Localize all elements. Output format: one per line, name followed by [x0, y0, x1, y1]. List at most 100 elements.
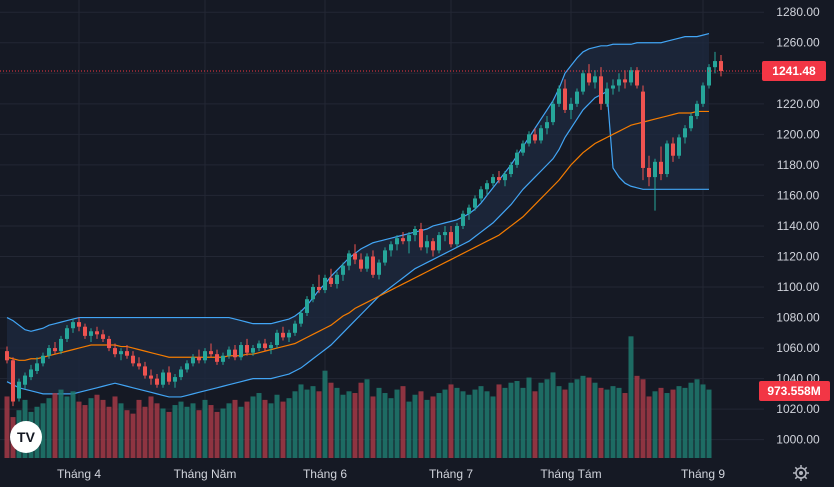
candle-body	[449, 232, 453, 245]
candlesticks	[5, 51, 723, 407]
volume-bar	[274, 394, 280, 458]
candle-body	[641, 91, 645, 168]
candle-body	[125, 351, 129, 356]
volume-bar	[694, 379, 700, 458]
volume-bar	[688, 382, 694, 458]
volume-bar	[280, 401, 286, 458]
volume-bar	[262, 399, 268, 458]
candle-body	[689, 116, 693, 129]
candle-body	[713, 61, 717, 68]
candle-body	[281, 332, 285, 338]
volume-bar	[550, 372, 556, 458]
volume-bar	[418, 391, 424, 458]
candle-body	[341, 265, 345, 275]
gear-icon[interactable]	[793, 465, 809, 481]
volume-bar	[454, 387, 460, 458]
volume-bar	[40, 403, 46, 458]
candle-body	[71, 322, 75, 329]
candle-body	[491, 177, 495, 184]
volume-bar	[106, 406, 112, 458]
x-tick-label: Tháng Năm	[174, 467, 237, 481]
candle-body	[707, 67, 711, 86]
candle-body	[629, 70, 633, 83]
candle-body	[365, 256, 369, 269]
candle-body	[53, 348, 57, 352]
volume-bar	[88, 398, 94, 458]
candle-body	[605, 88, 609, 104]
candle-body	[17, 381, 21, 399]
volume-bar	[244, 401, 250, 458]
candle-body	[299, 312, 303, 324]
candle-body	[227, 349, 231, 356]
volume-bar	[580, 375, 586, 458]
volume-bar	[586, 377, 592, 458]
volume-bar	[592, 382, 598, 458]
candle-body	[131, 355, 135, 364]
volume-bar	[190, 403, 196, 458]
volume-bar	[430, 396, 436, 458]
candle-body	[467, 207, 471, 214]
candle-body	[245, 345, 249, 353]
candle-body	[593, 76, 597, 83]
volume-bar	[652, 391, 658, 458]
volume-bar	[52, 393, 58, 458]
candle-body	[275, 332, 279, 346]
volume-bar	[670, 389, 676, 458]
candle-body	[569, 103, 573, 110]
candle-body	[47, 348, 51, 356]
volume-bar	[502, 387, 508, 458]
volume-bar	[208, 405, 214, 458]
candle-body	[269, 345, 273, 349]
volume-bar	[508, 382, 514, 458]
volume-bar	[616, 387, 622, 458]
candle-body	[437, 235, 441, 251]
y-tick-label: 1020.00	[776, 402, 820, 416]
candle-body	[683, 128, 687, 138]
volume-bar	[538, 382, 544, 458]
candle-body	[443, 232, 447, 236]
volume-bar	[496, 384, 502, 458]
candle-body	[209, 351, 213, 355]
candle-body	[383, 250, 387, 263]
y-tick-label: 1200.00	[776, 127, 820, 141]
volume-bar	[676, 386, 682, 458]
candle-body	[719, 61, 723, 72]
candle-body	[173, 377, 177, 382]
candle-body	[347, 253, 351, 266]
tradingview-logo[interactable]: TV	[10, 421, 42, 453]
volume-bar	[148, 396, 154, 458]
candle-body	[515, 152, 519, 165]
volume-bar	[328, 382, 334, 458]
time-axis[interactable]: Tháng 4 Tháng Năm Tháng 6 Tháng 7 Tháng Tám T…	[57, 467, 725, 481]
candle-body	[371, 256, 375, 275]
candle-body	[215, 354, 219, 362]
volume-bar	[238, 406, 244, 458]
volume-bar	[412, 394, 418, 458]
candle-body	[545, 122, 549, 129]
volume-bar	[388, 398, 394, 458]
x-tick-label: Tháng 7	[429, 467, 473, 481]
candle-body	[167, 372, 171, 382]
last-volume-badge-bg	[759, 381, 830, 401]
volume-bar	[472, 389, 478, 458]
x-tick-label: Tháng 9	[681, 467, 725, 481]
volume-bar	[298, 384, 304, 458]
volume-bar	[292, 391, 298, 458]
candle-body	[425, 241, 429, 248]
candle-body	[377, 262, 381, 275]
candle-body	[611, 85, 615, 89]
volume-bar	[100, 399, 106, 458]
candle-body	[317, 287, 321, 291]
volume-bar	[112, 396, 118, 458]
volume-bar	[622, 393, 628, 458]
candle-body	[587, 73, 591, 83]
candle-body	[653, 161, 657, 178]
candle-body	[647, 167, 651, 178]
volume-bar	[436, 393, 442, 458]
candle-body	[239, 345, 243, 358]
volume-bar	[160, 408, 166, 458]
volume-bar	[268, 403, 274, 458]
volume-bar	[466, 394, 472, 458]
